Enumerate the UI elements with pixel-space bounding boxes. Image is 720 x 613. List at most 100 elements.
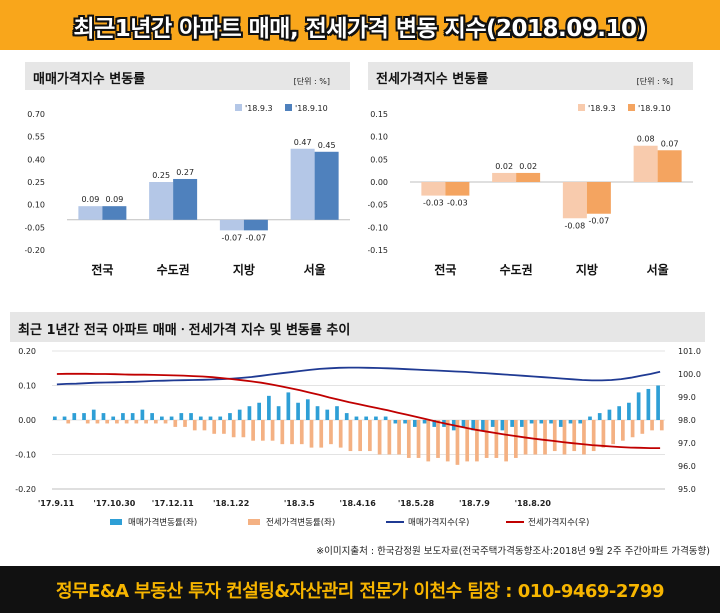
trend-sale-change-bar xyxy=(286,392,291,420)
trend-sale-change-bar xyxy=(627,402,631,420)
trend-rent-change-bar xyxy=(241,420,246,438)
rent-legend-label: '18.9.10 xyxy=(638,104,671,113)
trend-sale-change-bar xyxy=(568,420,573,424)
sale-ytick: 0.10 xyxy=(27,201,45,210)
sale-ytick: 0.55 xyxy=(27,133,45,142)
trend-rent-change-bar xyxy=(202,420,207,431)
trend-rent-change-bar xyxy=(85,420,90,424)
trend-left-tick: 0.10 xyxy=(18,382,36,391)
sale-bar xyxy=(173,178,198,220)
rent-data-label: 0.08 xyxy=(637,135,655,144)
trend-rent-change-bar xyxy=(640,420,645,434)
trend-sale-change-bar xyxy=(354,416,359,420)
trend-right-tick: 100.0 xyxy=(678,370,701,379)
rent-data-label: -0.03 xyxy=(423,199,444,208)
trend-sale-change-bar xyxy=(247,406,252,420)
trend-sale-change-bar xyxy=(578,420,583,424)
trend-x-tick: '17.12.11 xyxy=(152,499,194,508)
trend-sale-change-bar xyxy=(72,413,77,420)
trend-rent-change-bar xyxy=(572,420,577,452)
trend-sale-change-bar xyxy=(179,413,184,420)
sale-ytick: -0.05 xyxy=(25,223,45,232)
trend-sale-change-bar xyxy=(257,402,262,420)
sale-category-label: 전국 xyxy=(91,262,113,277)
trend-left-tick: 0.20 xyxy=(18,347,36,356)
sale-data-label: 0.09 xyxy=(105,195,123,204)
trend-legend-label: 전세가격변동률(좌) xyxy=(266,517,335,528)
sale-change-chart: 0.70 0.55 0.40 0.25 0.10 -0.05 -0.20 '18.9.3 '18… xyxy=(25,104,350,277)
trend-sale-change-bar xyxy=(520,420,524,427)
trend-x-tick: '18.5.28 xyxy=(398,499,435,508)
trend-rent-change-bar xyxy=(504,420,508,462)
rent-ytick: 0.00 xyxy=(370,178,388,187)
sale-data-label: -0.07 xyxy=(246,233,267,242)
trend-sale-change-bar xyxy=(549,420,553,424)
trend-x-tick: '17.10.30 xyxy=(93,499,135,508)
trend-sale-change-bar xyxy=(510,420,514,427)
trend-sale-change-bar xyxy=(121,413,125,420)
trend-rent-change-bar xyxy=(222,420,226,434)
rent-legend-swatch xyxy=(628,104,635,111)
trend-sale-change-bar xyxy=(82,413,86,420)
trend-rent-change-bar xyxy=(552,420,557,452)
sale-panel-header: 매매가격지수 변동률 [단위 : %] xyxy=(25,62,350,90)
trend-sale-change-bar xyxy=(150,413,154,420)
trend-sale-change-bar xyxy=(383,416,388,420)
trend-x-tick: '18.3.5 xyxy=(284,499,315,508)
rent-bar xyxy=(445,182,470,196)
trend-rent-change-bar xyxy=(212,420,217,434)
trend-rent-change-bar xyxy=(455,420,460,465)
trend-left-tick: -0.10 xyxy=(15,451,36,460)
rent-bar xyxy=(633,145,658,182)
trend-rent-index-line xyxy=(56,372,661,449)
trend-sale-change-bar xyxy=(218,416,223,420)
trend-rent-change-bar xyxy=(319,420,324,448)
trend-sale-change-bar xyxy=(374,416,378,420)
trend-panel-header: 최근 1년간 전국 아파트 매매ㆍ전세가격 지수 및 변동률 추이 xyxy=(10,312,705,342)
trend-rent-change-bar xyxy=(650,420,654,431)
rent-ytick: -0.05 xyxy=(368,201,388,210)
trend-sale-change-bar xyxy=(617,406,622,420)
trend-sale-change-bar xyxy=(656,385,660,420)
rent-category-label: 전국 xyxy=(434,262,456,277)
trend-x-tick: '18.4.16 xyxy=(339,499,376,508)
trend-legend-label: 매매가격변동률(좌) xyxy=(128,517,197,528)
trend-left-tick: 0.00 xyxy=(18,416,36,425)
sale-bar xyxy=(102,206,127,220)
trend-sale-change-bar xyxy=(461,420,466,427)
trend-rent-change-bar xyxy=(309,420,314,448)
trend-rent-change-bar xyxy=(659,420,664,431)
rent-panel-header: 전세가격지수 변동률 [단위 : %] xyxy=(368,62,693,90)
trend-sale-change-bar xyxy=(101,413,106,420)
trend-sale-change-bar xyxy=(160,416,164,420)
trend-right-tick: 96.0 xyxy=(678,462,696,471)
trend-sale-change-bar xyxy=(539,420,544,424)
rent-data-label: -0.08 xyxy=(565,221,586,230)
trend-sale-change-bar xyxy=(344,413,349,420)
rent-bar xyxy=(562,182,587,219)
trend-x-tick: '18.7.9 xyxy=(459,499,490,508)
trend-right-tick: 98.0 xyxy=(678,416,696,425)
rent-data-label: 0.07 xyxy=(661,139,679,148)
trend-rent-change-bar xyxy=(115,420,119,424)
trend-x-tick: '17.9.11 xyxy=(38,499,75,508)
trend-rent-change-bar xyxy=(445,420,450,462)
sale-bar xyxy=(149,182,174,220)
trend-rent-change-bar xyxy=(280,420,285,445)
trend-rent-change-bar xyxy=(591,420,596,452)
trend-rent-change-bar xyxy=(611,420,615,445)
trend-rent-change-bar xyxy=(173,420,178,427)
sale-legend-label: '18.9.10 xyxy=(295,104,328,113)
trend-sale-change-bar xyxy=(490,420,495,427)
trend-rent-change-bar xyxy=(562,420,567,455)
rent-ytick: 0.15 xyxy=(370,110,388,119)
rent-ytick: 0.10 xyxy=(370,133,388,142)
trend-sale-change-bar xyxy=(393,420,398,424)
trend-x-tick: '18.8.20 xyxy=(515,499,552,508)
trend-right-tick: 95.0 xyxy=(678,485,696,494)
trend-rent-change-bar xyxy=(621,420,625,441)
trend-sale-change-bar xyxy=(140,409,145,420)
trend-rent-change-bar xyxy=(397,420,401,455)
sale-data-label: 0.09 xyxy=(81,195,99,204)
trend-sale-change-bar xyxy=(62,416,67,420)
